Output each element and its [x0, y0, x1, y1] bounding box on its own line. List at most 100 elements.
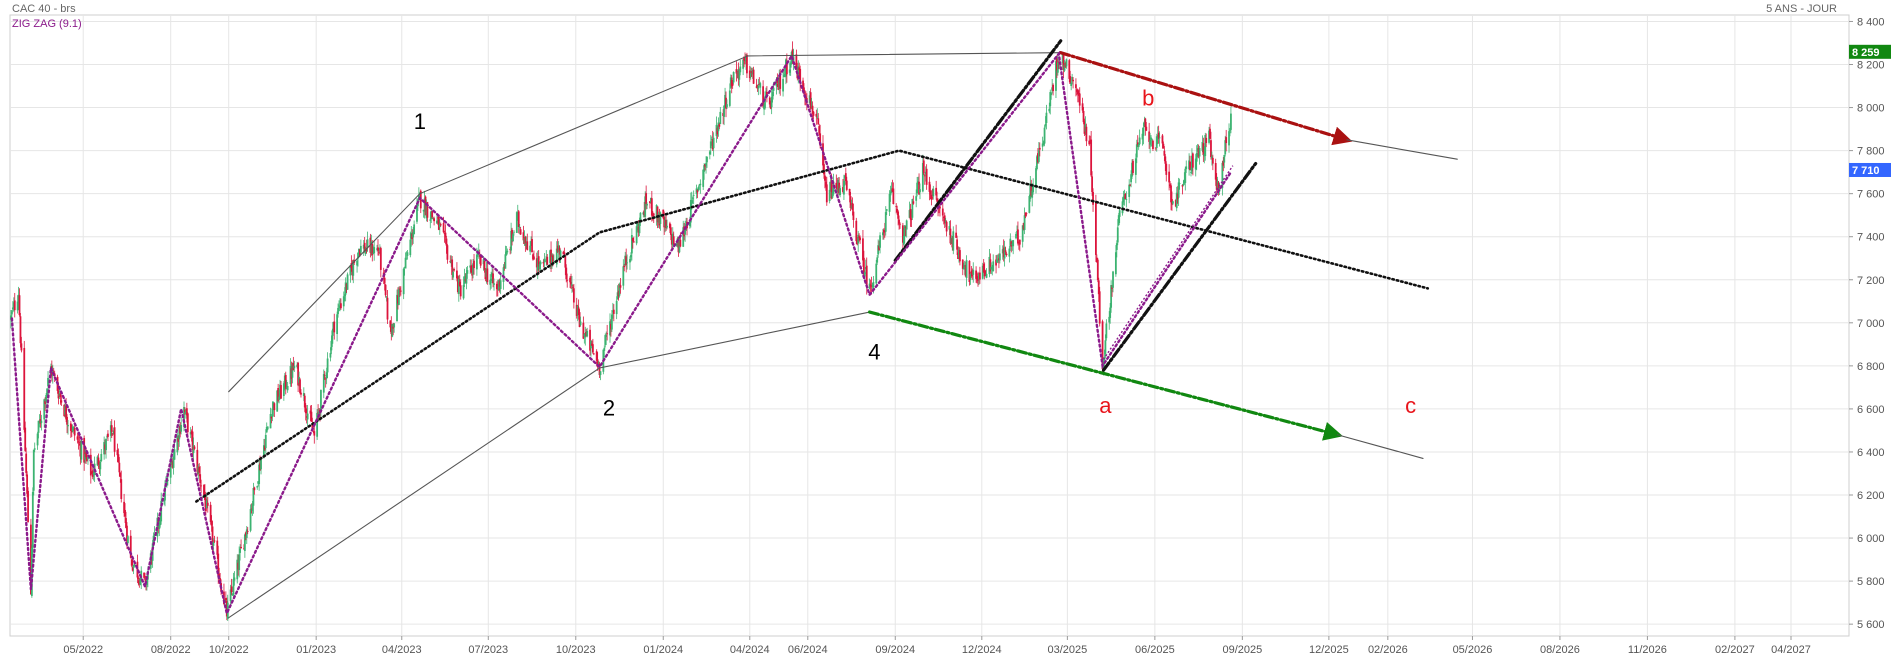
candle-body	[546, 256, 549, 265]
candle-body	[758, 84, 761, 86]
candle-body	[1194, 158, 1197, 170]
candle-body	[296, 364, 299, 368]
candle-body	[632, 241, 635, 243]
candle-body	[1025, 213, 1028, 215]
candle-body	[1177, 182, 1180, 198]
candle-body	[671, 233, 674, 246]
candle-body	[629, 259, 631, 263]
candle-body	[802, 80, 804, 91]
candle-body	[444, 232, 447, 238]
candle-body	[1164, 156, 1167, 164]
candle-body	[404, 257, 407, 269]
candle-body	[778, 74, 781, 90]
candle-body	[884, 212, 887, 232]
candle-body	[739, 66, 742, 73]
candle-body	[320, 390, 322, 413]
candle-body	[748, 70, 751, 79]
candle-body	[779, 72, 782, 89]
candle-body	[103, 442, 106, 455]
candle-body	[553, 261, 555, 263]
candle-body	[902, 235, 905, 245]
candle-body	[549, 250, 551, 263]
candle-body	[76, 436, 79, 440]
candle-body	[449, 261, 452, 263]
candle-body	[895, 206, 898, 208]
candle-body	[825, 184, 828, 203]
candle-body	[908, 210, 911, 218]
candle-body	[658, 214, 661, 226]
candle-body	[290, 368, 293, 379]
candle-body	[306, 413, 309, 420]
candle-body	[1121, 201, 1124, 214]
candle-body	[266, 426, 269, 430]
candle-body	[572, 286, 574, 288]
candle-body	[1065, 59, 1068, 67]
candle-body	[885, 209, 888, 211]
candle-body	[486, 268, 489, 282]
candle-body	[1030, 186, 1033, 196]
candle-body	[1044, 123, 1047, 126]
candle-body	[78, 442, 81, 444]
candle-body	[578, 312, 581, 327]
candle-body	[882, 229, 885, 233]
candle-body	[300, 392, 302, 395]
candle-body	[67, 424, 69, 427]
candle-body	[998, 258, 1000, 260]
candle-body	[609, 321, 611, 336]
candle-body	[502, 267, 505, 282]
x-tick-label: 04/2024	[730, 644, 770, 656]
candle-body	[46, 388, 48, 396]
candle-body	[688, 219, 691, 226]
y-tick-label: 7 200	[1857, 275, 1885, 287]
candle-body	[379, 248, 382, 270]
candle-body	[20, 343, 23, 351]
candle-body	[1095, 257, 1098, 263]
candle-body	[171, 461, 174, 468]
candle-body	[643, 210, 646, 216]
candle-body	[941, 208, 944, 216]
candle-body	[491, 272, 493, 277]
candle-body	[737, 70, 740, 79]
candle-body	[1084, 124, 1087, 132]
candle-body	[1211, 157, 1214, 164]
candle-body	[257, 481, 260, 484]
candle-body	[479, 254, 482, 266]
candle-body	[1092, 191, 1094, 205]
candle-body	[1018, 239, 1021, 245]
x-tick-label: 08/2022	[151, 644, 191, 656]
candle-body	[901, 225, 904, 243]
wave-label: b	[1142, 85, 1154, 110]
candle-body	[759, 83, 762, 88]
candle-body	[1198, 148, 1201, 157]
candle-body	[1134, 158, 1137, 175]
candle-body	[205, 500, 208, 509]
candle-body	[1117, 215, 1120, 226]
candle-body	[1021, 225, 1024, 242]
candle-body	[146, 576, 148, 586]
candle-body	[236, 559, 239, 580]
candle-body	[25, 453, 28, 473]
candle-body	[697, 187, 700, 191]
candle-body	[1141, 133, 1144, 140]
candle-body	[543, 258, 546, 263]
candle-body	[298, 376, 300, 383]
candle-body	[143, 572, 145, 578]
candle-body	[349, 265, 352, 276]
candle-body	[989, 259, 992, 272]
candle-body	[462, 285, 465, 299]
trendline-dotted	[195, 149, 1430, 503]
candle-body	[1081, 103, 1084, 111]
candle-body	[482, 259, 485, 265]
x-tick-label: 10/2023	[556, 644, 596, 656]
candle-body	[97, 457, 100, 465]
candle-body	[1196, 148, 1199, 152]
y-tick-label: 6 800	[1857, 361, 1885, 373]
candle-body	[1178, 183, 1181, 184]
candle-body	[709, 141, 712, 149]
candle-body	[815, 113, 818, 117]
candle-body	[935, 187, 938, 196]
candle-body	[206, 502, 209, 506]
candle-body	[352, 260, 355, 276]
candle-body	[859, 237, 861, 241]
candle-body	[390, 324, 393, 334]
